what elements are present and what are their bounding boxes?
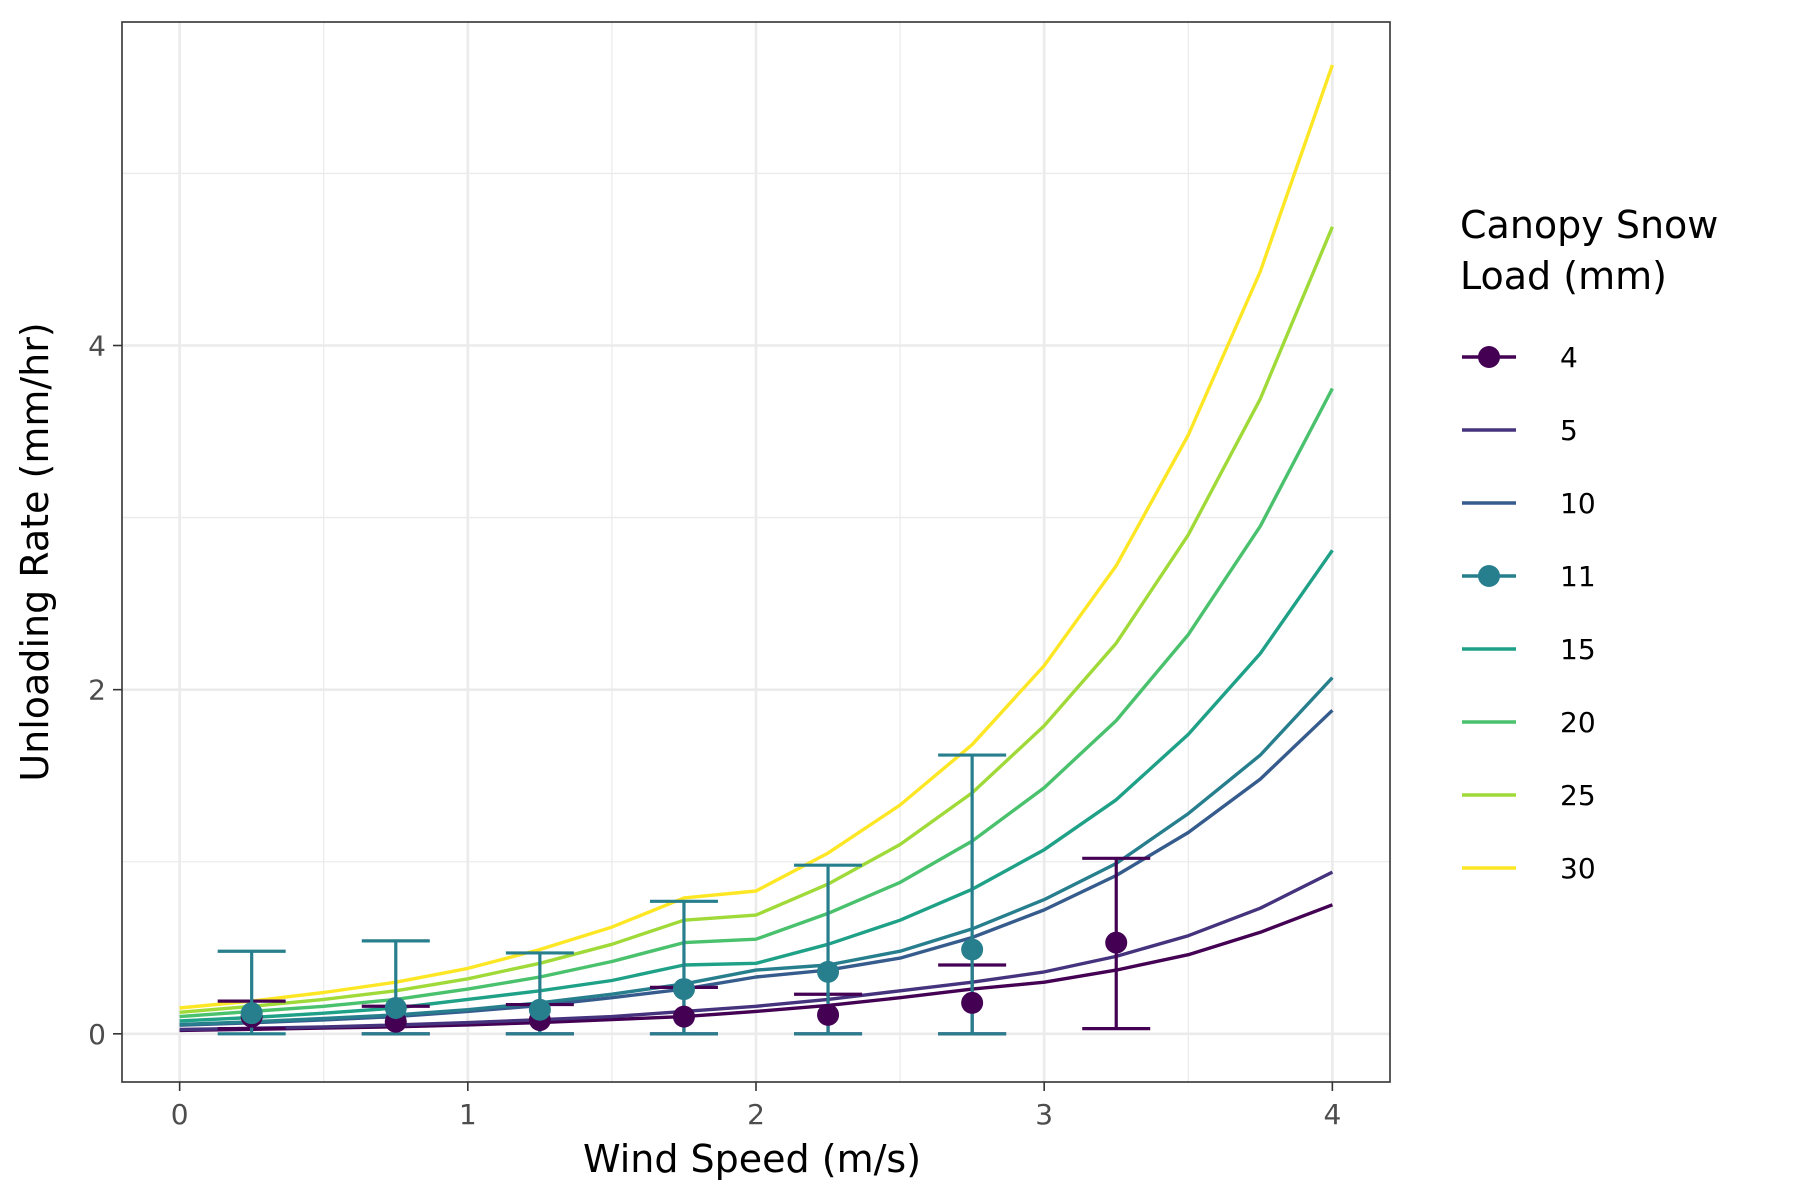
- legend-label: 4: [1560, 341, 1578, 374]
- legend-label: 25: [1560, 779, 1596, 812]
- observation-point-4: [1105, 931, 1128, 954]
- observation-points: [240, 931, 1128, 1033]
- axis-ticks: [113, 344, 1334, 1091]
- observation-point-11: [528, 998, 551, 1021]
- x-tick-label: 3: [1035, 1098, 1053, 1131]
- legend-label: 30: [1560, 852, 1596, 885]
- legend-label: 20: [1560, 706, 1596, 739]
- y-tick-label: 0: [88, 1018, 106, 1051]
- x-tick-label: 0: [171, 1098, 189, 1131]
- legend-item-5: 5: [1462, 414, 1578, 447]
- legend-items: 4 5 10 11 15 20 25 30: [1462, 341, 1596, 885]
- x-tick-labels: 0 1 2 3 4: [171, 1098, 1342, 1131]
- series-line-20: [179, 387, 1334, 1019]
- legend-title-line-2: Load (mm): [1460, 254, 1667, 298]
- legend: Canopy Snow Load (mm) 4 5 10 11 15 20 25 30: [1460, 203, 1718, 885]
- legend-item-4: 4: [1462, 341, 1578, 374]
- legend-item-15: 15: [1462, 633, 1596, 666]
- observation-point-11: [961, 938, 984, 961]
- y-tick-label: 2: [88, 674, 106, 707]
- grid-major: [122, 22, 1390, 1082]
- observation-point-11: [240, 1002, 263, 1025]
- observation-point-4: [817, 1003, 840, 1026]
- observation-point-11: [817, 960, 840, 983]
- series-line-30: [179, 64, 1335, 1010]
- observation-point-11: [672, 978, 695, 1001]
- legend-key-point: [1478, 346, 1500, 368]
- x-tick-label: 4: [1323, 1098, 1341, 1131]
- legend-label: 10: [1560, 487, 1596, 520]
- series-lines: [179, 64, 1335, 1033]
- series-line-11: [179, 676, 1334, 1027]
- legend-label: 11: [1560, 560, 1596, 593]
- series-line-15: [179, 549, 1334, 1023]
- observation-point-11: [384, 997, 407, 1020]
- series-line-5: [179, 870, 1334, 1032]
- legend-label: 15: [1560, 633, 1596, 666]
- legend-item-20: 20: [1462, 706, 1596, 739]
- y-tick-labels: 0 2 4: [88, 330, 106, 1051]
- legend-item-30: 30: [1462, 852, 1596, 885]
- legend-item-10: 10: [1462, 487, 1596, 520]
- legend-item-25: 25: [1462, 779, 1596, 812]
- observation-point-4: [961, 991, 984, 1014]
- y-axis-title: Unloading Rate (mm/hr): [13, 322, 57, 781]
- y-tick-label: 4: [88, 330, 106, 363]
- x-tick-label: 1: [459, 1098, 477, 1131]
- x-axis-title: Wind Speed (m/s): [583, 1137, 921, 1181]
- legend-key-point: [1478, 565, 1500, 587]
- legend-item-11: 11: [1462, 560, 1596, 593]
- series-line-25: [179, 226, 1334, 1014]
- observation-point-4: [672, 1005, 695, 1028]
- x-tick-label: 2: [747, 1098, 765, 1131]
- legend-label: 5: [1560, 414, 1578, 447]
- legend-title-line-1: Canopy Snow: [1460, 203, 1718, 247]
